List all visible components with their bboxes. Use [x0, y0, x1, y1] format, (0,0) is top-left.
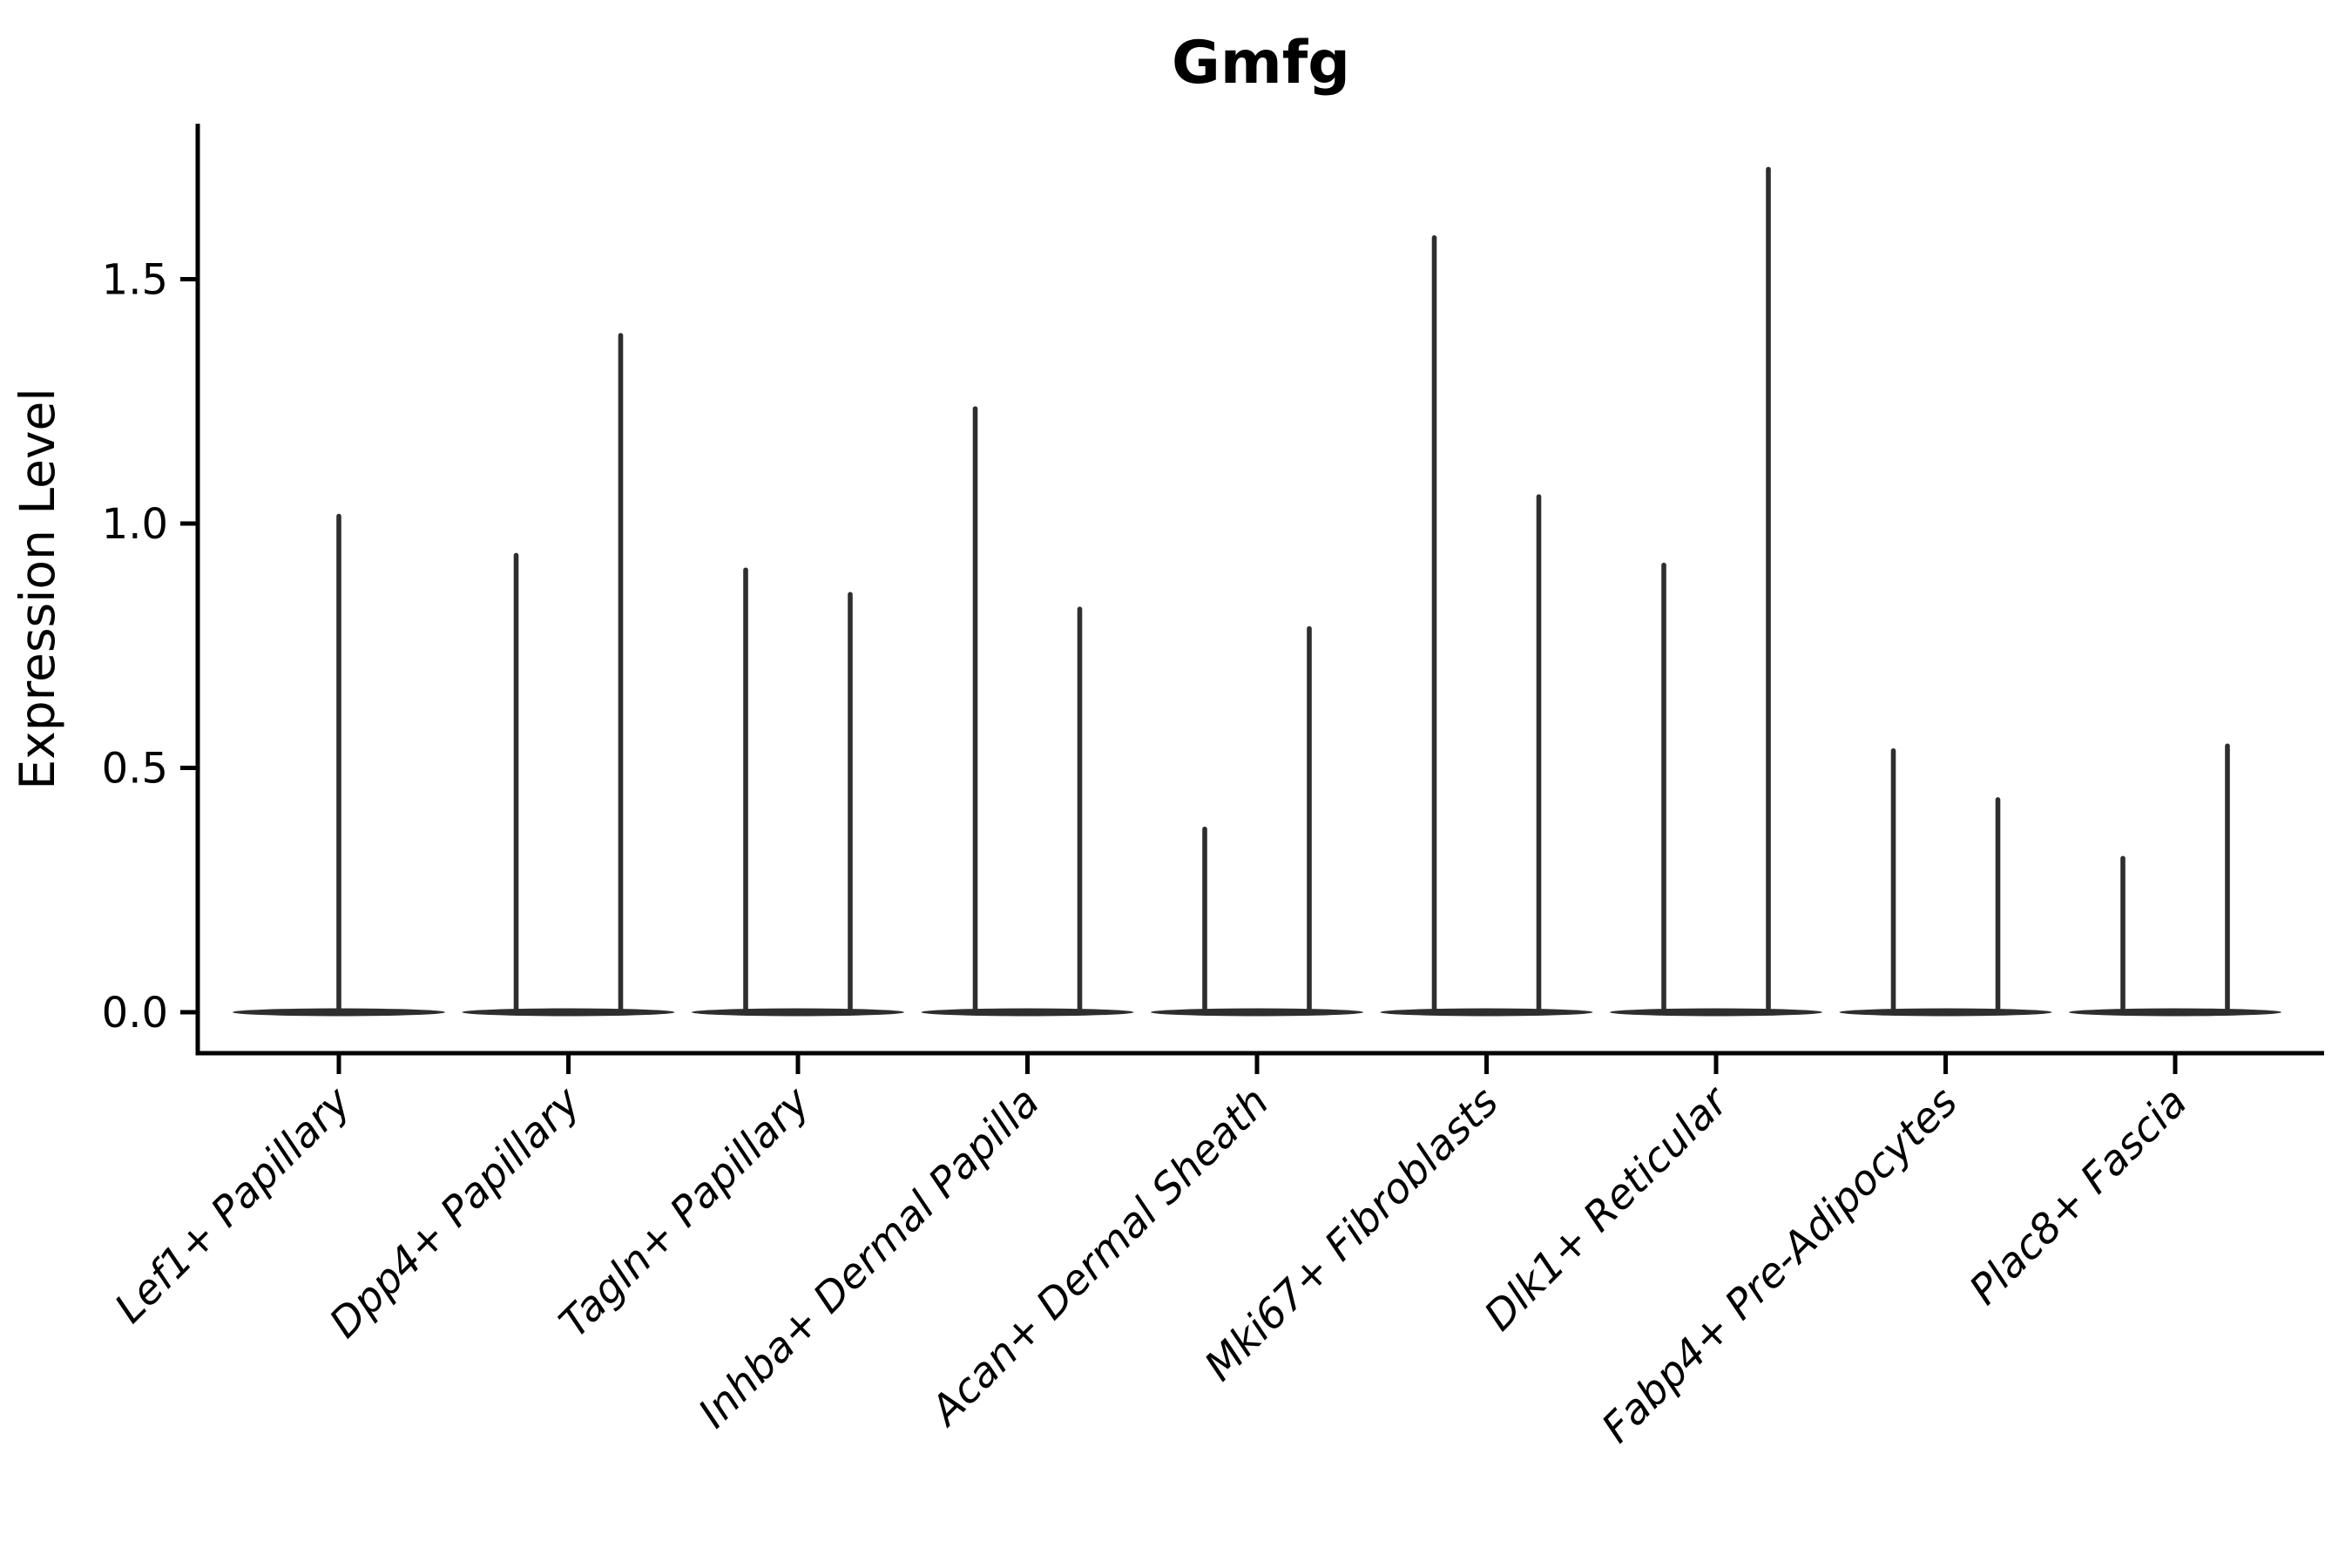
violin-spike [848, 591, 853, 1015]
violin-body [1839, 1008, 2052, 1017]
violin-group [1151, 625, 1363, 1017]
violin-group [2069, 743, 2281, 1017]
violin-group [233, 513, 445, 1017]
violin-spike [1077, 606, 1083, 1015]
violin-group [921, 406, 1134, 1017]
violin-body [1151, 1008, 1363, 1017]
chart-title: Gmfg [1172, 29, 1350, 98]
violin-group [1380, 235, 1593, 1017]
violin-spike [1995, 797, 2001, 1015]
violin-body [233, 1008, 445, 1017]
violin-spike [972, 406, 978, 1015]
violin-spike [1661, 562, 1666, 1015]
violin-spike [618, 333, 624, 1016]
y-tick-label: 1.0 [102, 500, 168, 549]
violin-body [692, 1008, 904, 1017]
violin-spike [2225, 743, 2230, 1015]
violin-group [1839, 748, 2052, 1017]
violin-spike [1766, 166, 1771, 1016]
violin-spike [743, 567, 748, 1015]
violin-spike [1431, 235, 1437, 1015]
violin-body [462, 1008, 675, 1017]
violin-group [462, 333, 675, 1017]
violin-spike [1890, 748, 1896, 1015]
violin-spike [513, 552, 519, 1015]
violin-group [692, 567, 904, 1017]
violin-body [1380, 1008, 1593, 1017]
y-tick-label: 1.5 [102, 256, 168, 305]
violin-spike [336, 513, 341, 1015]
y-tick-label: 0.5 [102, 745, 168, 794]
violin-spike [1307, 625, 1312, 1015]
violin-body [921, 1008, 1134, 1017]
y-tick-label: 0.0 [102, 989, 168, 1037]
violin-spike [2120, 855, 2126, 1015]
violin-body [1610, 1008, 1822, 1017]
violin-body [2069, 1008, 2281, 1017]
violin-spike [1536, 494, 1542, 1015]
violin-group [1610, 166, 1822, 1017]
y-axis-label: Expression Level [10, 388, 65, 789]
violin-spike [1202, 826, 1207, 1015]
